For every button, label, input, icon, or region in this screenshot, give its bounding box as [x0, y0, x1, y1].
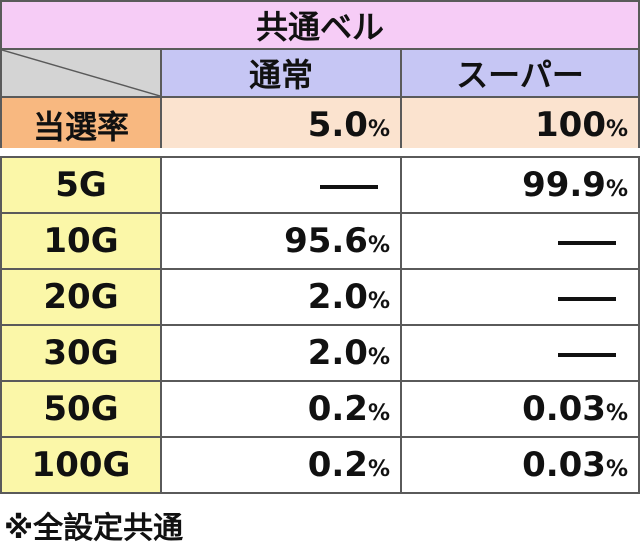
game-count-label: 100G: [0, 436, 162, 494]
value-number: 2.0: [307, 333, 368, 373]
table-gap: [0, 148, 640, 156]
value-number: 95.6: [284, 221, 368, 261]
percent-sign: %: [367, 401, 390, 426]
table-row: 100G 0.2% 0.03%: [0, 436, 640, 494]
percent-sign: %: [605, 177, 628, 202]
value-normal: 0.2%: [160, 380, 402, 438]
percent-sign: %: [367, 289, 390, 314]
percent-sign: %: [605, 401, 628, 426]
column-header-normal: 通常: [160, 48, 402, 98]
percent-sign: %: [605, 117, 629, 142]
win-rate-table: 共通ベル 通常 スーパー 当選率 5.0% 100%: [0, 0, 640, 154]
value-number: 2.0: [307, 277, 368, 317]
percent-sign: %: [367, 345, 390, 370]
footnote: ※全設定共通: [4, 511, 184, 546]
value-super: [400, 324, 640, 382]
value-super: [400, 268, 640, 326]
game-distribution-table: 5G 99.9% 10G 95.6% 20G 2.0% 30G 2.0% 50G 0.2% 0.03…: [0, 156, 640, 494]
corner-diagonal-cell: [0, 48, 162, 98]
table-row: 20G 2.0%: [0, 268, 640, 326]
dash-icon: [320, 184, 378, 189]
win-rate-normal: 5.0%: [160, 96, 402, 154]
percent-sign: %: [367, 233, 390, 258]
dash-icon: [558, 352, 616, 357]
percent-sign: %: [367, 117, 390, 142]
dash-icon: [558, 240, 616, 245]
value-number: 0.03: [522, 389, 606, 429]
value-normal: 2.0%: [160, 268, 402, 326]
game-count-label: 10G: [0, 212, 162, 270]
value-number: 5.0: [307, 105, 368, 145]
win-rate-label: 当選率: [0, 96, 162, 154]
table-row: 10G 95.6%: [0, 212, 640, 270]
table-title: 共通ベル: [0, 0, 640, 50]
value-number: 0.2: [307, 445, 368, 485]
dash-icon: [558, 296, 616, 301]
value-normal: 2.0%: [160, 324, 402, 382]
game-count-label: 50G: [0, 380, 162, 438]
value-number: 99.9: [522, 165, 606, 205]
value-super: 0.03%: [400, 436, 640, 494]
value-normal: 95.6%: [160, 212, 402, 270]
column-header-super: スーパー: [399, 48, 640, 98]
value-number: 0.2: [307, 389, 368, 429]
value-number: 100: [535, 105, 606, 145]
table-row: 50G 0.2% 0.03%: [0, 380, 640, 438]
win-rate-super: 100%: [399, 96, 640, 154]
table-row: 30G 2.0%: [0, 324, 640, 382]
game-count-label: 30G: [0, 324, 162, 382]
diagonal-line-icon: [2, 50, 160, 96]
value-super: [400, 212, 640, 270]
value-normal: [160, 156, 402, 214]
percent-sign: %: [367, 457, 390, 482]
percent-sign: %: [605, 457, 628, 482]
value-super: 99.9%: [400, 156, 640, 214]
value-normal: 0.2%: [160, 436, 402, 494]
table-row: 5G 99.9%: [0, 156, 640, 214]
game-count-label: 20G: [0, 268, 162, 326]
value-super: 0.03%: [400, 380, 640, 438]
game-count-label: 5G: [0, 156, 162, 214]
value-number: 0.03: [522, 445, 606, 485]
